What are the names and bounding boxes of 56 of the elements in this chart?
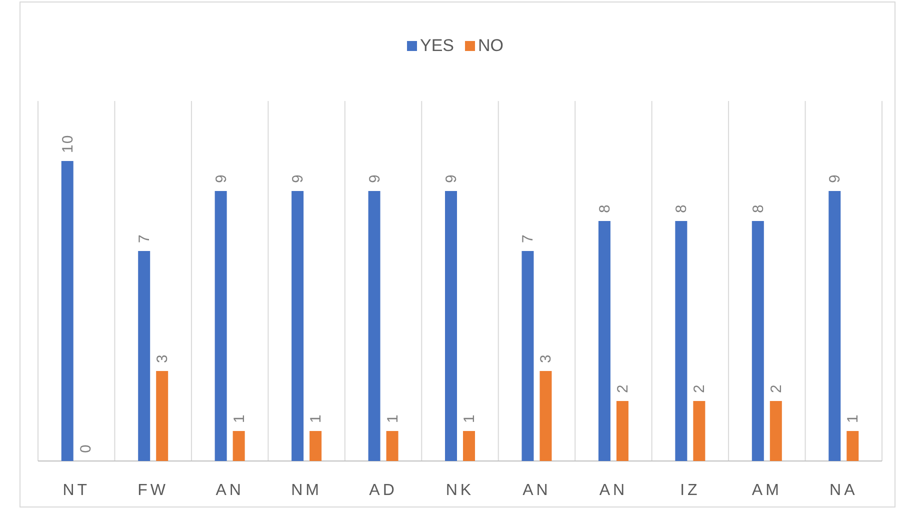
bar	[214, 191, 227, 461]
x-tick-label: NM	[291, 482, 322, 499]
bar	[846, 431, 859, 461]
bar	[445, 191, 457, 461]
data-label: 8	[673, 204, 690, 213]
data-label: 1	[844, 414, 862, 423]
data-label: 8	[750, 204, 767, 213]
x-tick-label: IZ	[680, 482, 700, 499]
bar	[693, 401, 706, 461]
bar	[522, 251, 534, 461]
x-tick-label: AN	[522, 482, 551, 499]
x-tick-label: AM	[752, 482, 782, 499]
bar	[232, 431, 245, 461]
data-label: 3	[154, 354, 172, 363]
data-label: 0	[77, 444, 94, 453]
data-label: 9	[826, 174, 844, 183]
data-label: 1	[461, 414, 478, 423]
data-label: 9	[212, 174, 230, 183]
data-label: 1	[308, 414, 325, 423]
bar	[156, 371, 168, 461]
x-tick-label: FW	[138, 482, 169, 499]
data-label: 2	[768, 384, 785, 393]
bar	[752, 221, 764, 461]
x-tick-label: AD	[369, 482, 398, 499]
bar	[61, 161, 74, 461]
bar	[463, 431, 475, 461]
data-label: 7	[136, 234, 154, 243]
x-tick-label: AN	[216, 482, 244, 499]
x-tick-label: NK	[446, 482, 474, 499]
data-label: 8	[596, 204, 614, 213]
bar	[292, 191, 304, 461]
bar	[386, 431, 398, 461]
bar	[368, 191, 380, 461]
x-tick-label: AN	[599, 482, 628, 499]
x-tick-label: NA	[830, 482, 858, 499]
bar	[675, 221, 688, 461]
data-label: 1	[384, 414, 402, 423]
data-label: 2	[691, 384, 708, 393]
data-label: 3	[538, 354, 555, 363]
data-label: 9	[290, 174, 307, 183]
bar	[540, 371, 552, 461]
data-label: 9	[443, 174, 460, 183]
legend-label: YES	[420, 36, 454, 55]
bar	[598, 221, 610, 461]
bar	[828, 191, 841, 461]
bar	[138, 251, 150, 461]
data-label: 1	[230, 414, 248, 423]
bar	[616, 401, 628, 461]
data-label: 2	[614, 384, 632, 393]
bar	[770, 401, 782, 461]
data-label: 9	[366, 174, 384, 183]
bar	[310, 431, 322, 461]
data-label: 7	[520, 234, 537, 243]
data-label: 10	[59, 134, 76, 153]
x-tick-label: NT	[62, 482, 90, 499]
legend-label: NO	[478, 36, 504, 55]
